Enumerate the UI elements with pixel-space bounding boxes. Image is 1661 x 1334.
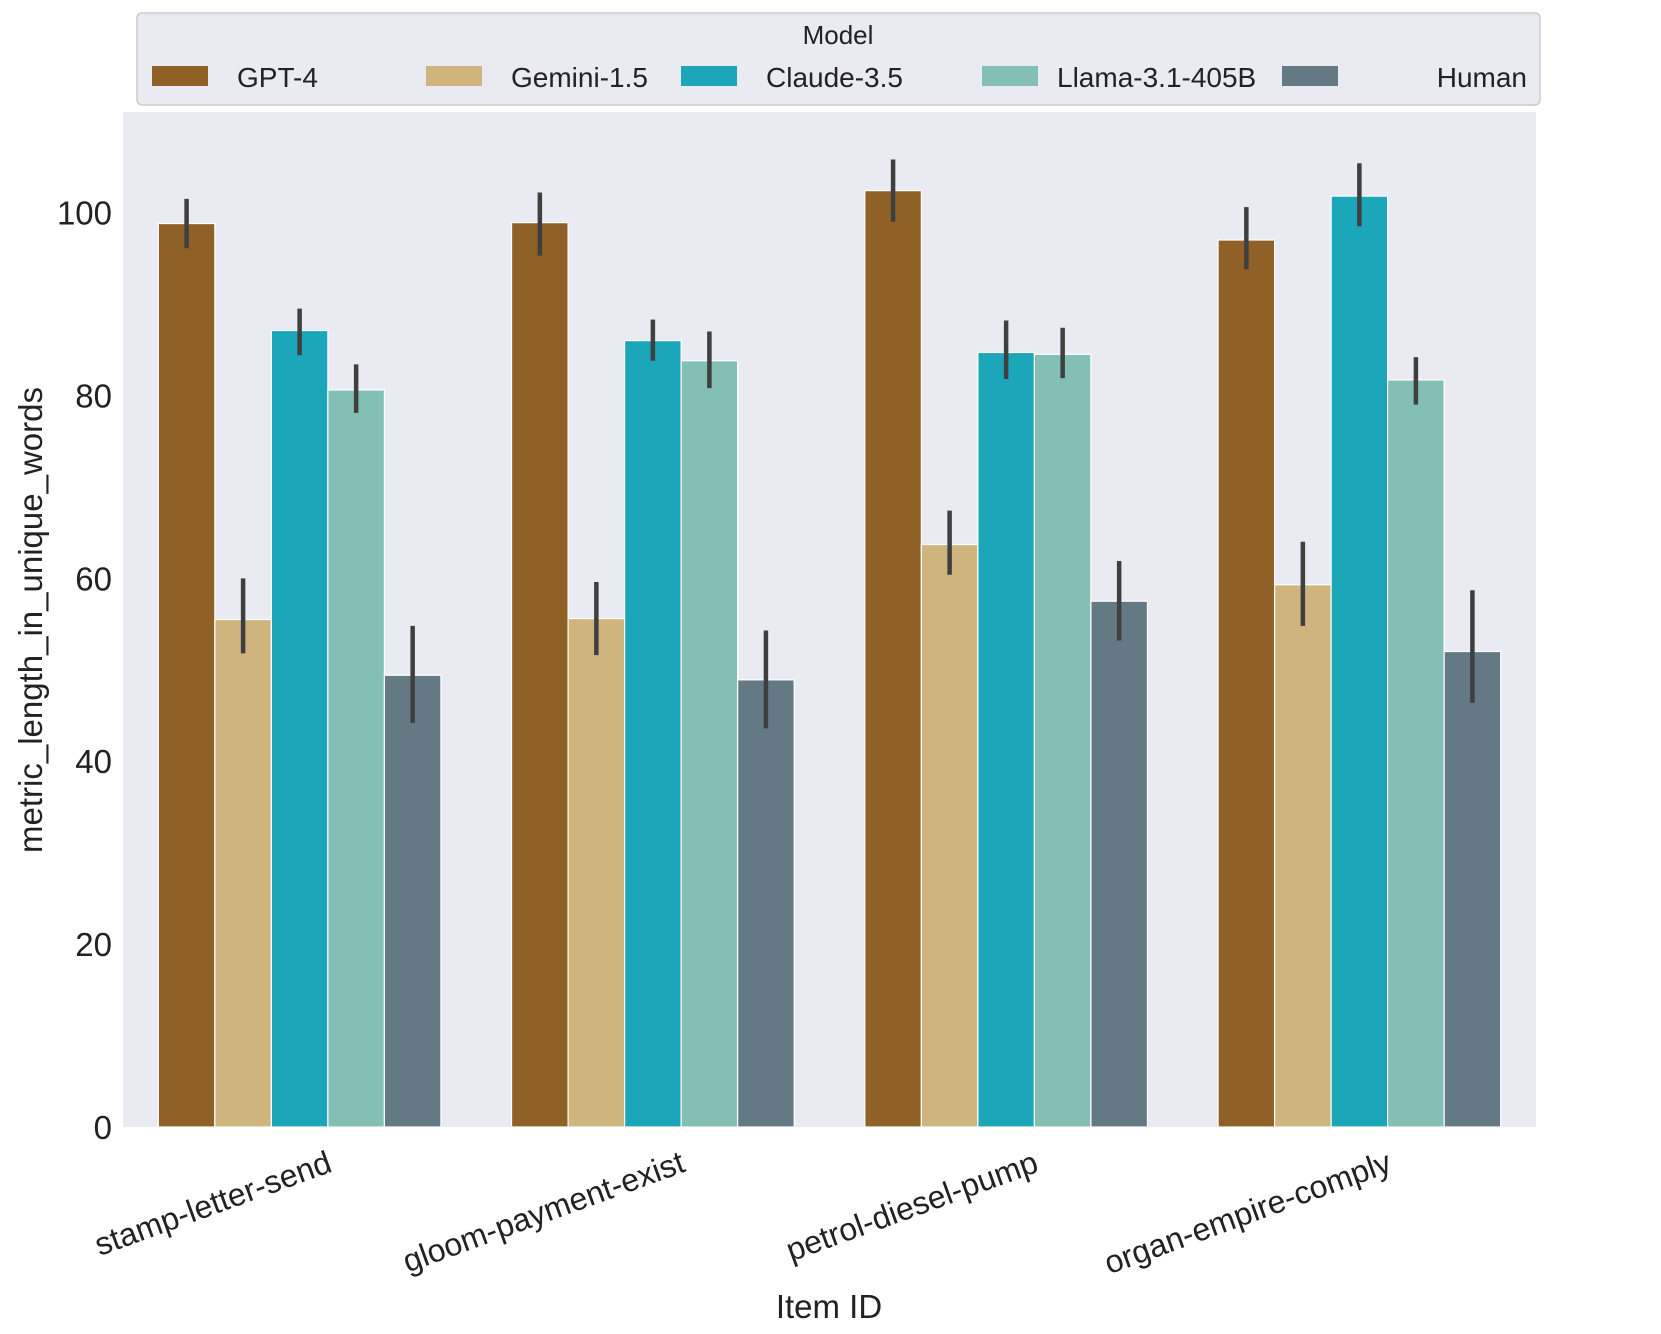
- x-tick-label: organ-empire-comply: [1099, 1144, 1395, 1281]
- legend-swatch-claude-3-5: [681, 66, 737, 86]
- legend-label-gemini-1-5: Gemini-1.5: [511, 62, 648, 93]
- x-tick-label: gloom-payment-exist: [398, 1144, 690, 1279]
- legend-label-human: Human: [1437, 62, 1527, 93]
- bar-claude-3-5-gloom-payment-exist: [624, 340, 682, 1128]
- bar-gpt-4-stamp-letter-send: [157, 222, 216, 1128]
- y-tick-label: 40: [75, 743, 112, 780]
- errorbars-layer: [184, 159, 1475, 729]
- legend-title: Model: [803, 20, 874, 50]
- bar-human-gloom-payment-exist: [737, 679, 795, 1128]
- legend-box: [136, 12, 1541, 106]
- legend-label-claude-3-5: Claude-3.5: [766, 62, 903, 93]
- legend-swatch-llama-3-1-405b: [982, 66, 1038, 86]
- y-axis-label: metric_length_in_unique_words: [12, 387, 49, 853]
- bar-llama-3-1-405b-stamp-letter-send: [327, 389, 386, 1128]
- x-tick-label: petrol-diesel-pump: [781, 1144, 1042, 1268]
- bars-layer: [157, 190, 1502, 1128]
- bar-gemini-1-5-organ-empire-comply: [1273, 584, 1332, 1128]
- x-tick-label: stamp-letter-send: [90, 1144, 336, 1263]
- y-tick-label: 20: [75, 926, 112, 963]
- legend-swatch-human: [1282, 66, 1338, 86]
- legend-swatch-gemini-1-5: [426, 66, 482, 86]
- bar-llama-3-1-405b-gloom-payment-exist: [680, 360, 739, 1128]
- y-tick-label: 100: [57, 195, 112, 232]
- bar-gemini-1-5-stamp-letter-send: [214, 618, 272, 1128]
- y-tick-label: 60: [75, 560, 112, 597]
- legend-swatch-gpt-4: [152, 66, 208, 86]
- bar-gemini-1-5-petrol-diesel-pump: [920, 543, 979, 1128]
- bar-llama-3-1-405b-petrol-diesel-pump: [1033, 353, 1092, 1128]
- x-axis-ticks: stamp-letter-send gloom-payment-exist petr…: [90, 1144, 1396, 1281]
- bar-claude-3-5-stamp-letter-send: [270, 329, 329, 1128]
- bar-gpt-4-organ-empire-comply: [1217, 239, 1276, 1128]
- legend-entries: GPT-4 Gemini-1.5 Claude-3.5 Llama-3.1-405B H…: [152, 62, 1527, 93]
- bar-gpt-4-petrol-diesel-pump: [864, 190, 922, 1128]
- x-axis-label: Item ID: [776, 1288, 882, 1325]
- bar-claude-3-5-organ-empire-comply: [1330, 195, 1389, 1128]
- bar-llama-3-1-405b-organ-empire-comply: [1387, 379, 1445, 1128]
- bar-human-petrol-diesel-pump: [1090, 600, 1149, 1128]
- bar-claude-3-5-petrol-diesel-pump: [977, 351, 1035, 1128]
- bar-gpt-4-gloom-payment-exist: [510, 222, 569, 1128]
- bar-gemini-1-5-gloom-payment-exist: [567, 617, 626, 1128]
- y-axis-ticks: 0 20 40 60 80 100: [57, 195, 112, 1146]
- bar-human-organ-empire-comply: [1443, 650, 1502, 1128]
- bar-human-stamp-letter-send: [383, 674, 442, 1128]
- y-tick-label: 0: [94, 1109, 112, 1146]
- legend: Model GPT-4 Gemini-1.5 Claude-3.5 Llama-3.1…: [136, 12, 1541, 106]
- legend-label-gpt-4: GPT-4: [237, 62, 318, 93]
- y-tick-label: 80: [75, 377, 112, 414]
- legend-label-llama-3-1-405b: Llama-3.1-405B: [1057, 62, 1256, 93]
